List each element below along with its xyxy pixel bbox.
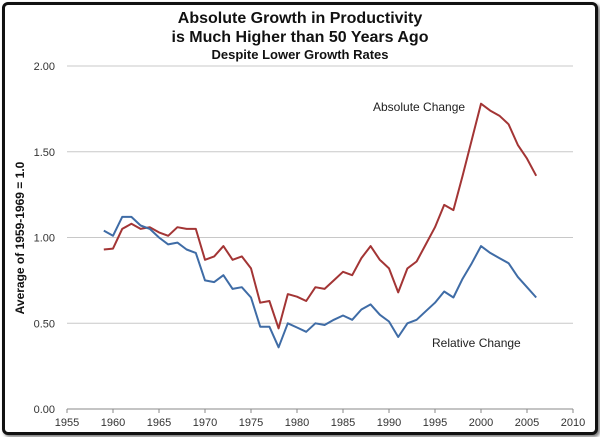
x-tick-label: 1985 [331, 417, 355, 429]
x-tick-label: 1970 [193, 417, 217, 429]
series-line-relative [103, 215, 537, 349]
y-tick-label: 1.00 [34, 233, 55, 245]
x-tick-label: 2010 [561, 417, 585, 429]
y-axis-label: Average of 1959-1969 = 1.0 [13, 161, 27, 314]
series-line-absolute [103, 102, 538, 330]
x-tick-label: 1955 [55, 417, 79, 429]
chart-title-line-2: is Much Higher than 50 Years Ago [172, 29, 429, 46]
x-tick-label: 1960 [101, 417, 125, 429]
y-tick-label: 0.50 [34, 318, 55, 330]
y-tick-label: 2.00 [34, 61, 55, 73]
chart-title-line-1: Absolute Growth in Productivity [178, 10, 423, 27]
y-tick-label: 0.00 [34, 404, 55, 416]
x-tick-label: 2005 [515, 417, 539, 429]
x-tick-label: 1980 [285, 417, 309, 429]
x-tick-label: 1975 [239, 417, 263, 429]
chart-subtitle: Despite Lower Growth Rates [212, 47, 389, 62]
x-tick-label: 2000 [469, 417, 493, 429]
y-tick-label: 1.50 [34, 147, 55, 159]
series-label-absolute: Absolute Change [373, 100, 465, 114]
x-tick-label: 1990 [377, 417, 401, 429]
series-label-relative: Relative Change [432, 336, 521, 350]
x-tick-label: 1965 [147, 417, 171, 429]
x-tick-label: 1995 [423, 417, 447, 429]
